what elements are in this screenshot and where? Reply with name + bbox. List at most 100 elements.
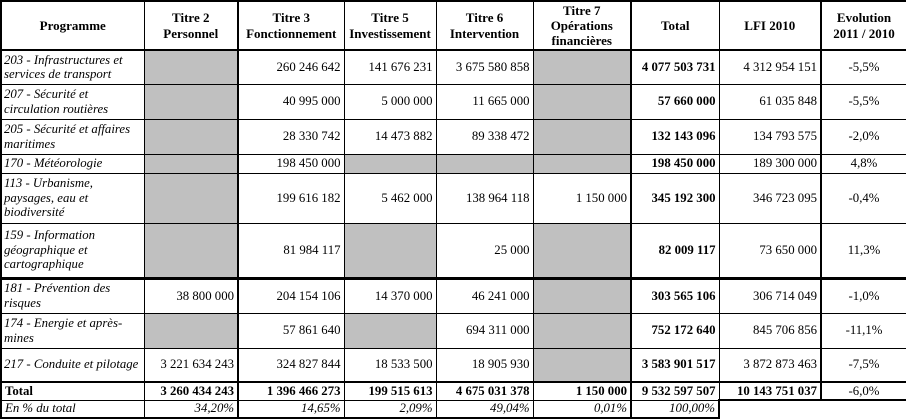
cell-total: 345 192 300 (630, 172, 720, 224)
row-label: 207 - Sécurité et circulation routières (0, 83, 145, 120)
shaded-cell (532, 49, 632, 85)
cell-evolution: -0,4% (820, 172, 906, 224)
shaded-cell (343, 312, 437, 349)
cell-titre3: 1 396 466 273 (237, 381, 345, 401)
cell-titre6: 89 338 472 (435, 118, 534, 155)
shaded-cell (143, 83, 239, 120)
cell-evolution: -5,5% (820, 83, 906, 120)
cell-titre2: 3 221 634 243 (143, 347, 239, 383)
cell-total: 198 450 000 (630, 153, 720, 174)
shaded-cell (532, 153, 632, 174)
row-label: 217 - Conduite et pilotage (0, 347, 145, 383)
cell-total: 57 660 000 (630, 83, 720, 120)
col-header-lfi2010: LFI 2010 (718, 0, 822, 51)
shaded-cell (143, 222, 239, 280)
shaded-cell (532, 312, 632, 349)
cell-titre5: 2,09% (343, 399, 437, 419)
cell-lfi2010: 61 035 848 (718, 83, 822, 120)
cell-titre5: 141 676 231 (343, 49, 437, 85)
row-label: 113 - Urbanisme, paysages, eau et biodiv… (0, 172, 145, 224)
cell-titre3: 199 616 182 (237, 172, 345, 224)
shaded-cell (143, 153, 239, 174)
cell-titre3: 14,65% (237, 399, 345, 419)
shaded-cell (143, 118, 239, 155)
table-row-203: 203 - Infrastructures et services de tra… (0, 49, 906, 85)
cell-total: 82 009 117 (630, 222, 720, 280)
cell-titre7: 1 150 000 (532, 172, 632, 224)
cell-evolution: -2,0% (820, 118, 906, 155)
table-row-205: 205 - Sécurité et affaires maritimes 28 … (0, 118, 906, 155)
cell-titre3: 204 154 106 (237, 277, 345, 314)
cell-lfi2010: 845 706 856 (718, 312, 822, 349)
cell-lfi2010: 3 872 873 463 (718, 347, 822, 383)
cell-total: 3 583 901 517 (630, 347, 720, 383)
cell-evolution: 4,8% (820, 153, 906, 174)
shaded-cell (343, 222, 437, 280)
col-header-programme: Programme (0, 0, 145, 51)
cell-titre6: 46 241 000 (435, 277, 534, 314)
cell-titre5: 14 370 000 (343, 277, 437, 314)
cell-evolution: -11,1% (820, 312, 906, 349)
empty-cell (719, 400, 821, 418)
col-header-titre6: Titre 6 Intervention (435, 0, 534, 51)
col-header-total: Total (630, 0, 720, 51)
cell-titre2: 38 800 000 (143, 277, 239, 314)
cell-evolution: -6,0% (820, 381, 906, 401)
table-row-207: 207 - Sécurité et circulation routières … (0, 83, 906, 120)
cell-titre3: 324 827 844 (237, 347, 345, 383)
cell-titre6: 18 905 930 (435, 347, 534, 383)
percent-row: En % du total 34,20% 14,65% 2,09% 49,04%… (0, 399, 906, 419)
col-header-titre2: Titre 2 Personnel (143, 0, 239, 51)
cell-titre2: 3 260 434 243 (143, 381, 239, 401)
cell-titre7: 1 150 000 (532, 381, 632, 401)
cell-lfi2010: 4 312 954 151 (718, 49, 822, 85)
col-header-titre5: Titre 5 Investissement (343, 0, 437, 51)
shaded-cell (532, 222, 632, 280)
cell-lfi2010: 306 714 049 (718, 277, 822, 314)
cell-titre6: 138 964 118 (435, 172, 534, 224)
col-header-titre7: Titre 7 Opérations financières (532, 0, 632, 51)
cell-total: 4 077 503 731 (630, 49, 720, 85)
cell-titre3: 260 246 642 (237, 49, 345, 85)
shaded-cell (143, 312, 239, 349)
cell-titre5: 5 462 000 (343, 172, 437, 224)
row-label: 205 - Sécurité et affaires maritimes (0, 118, 145, 155)
total-row: Total 3 260 434 243 1 396 466 273 199 51… (0, 381, 906, 401)
shaded-cell (532, 277, 632, 314)
cell-evolution: -7,5% (820, 347, 906, 383)
row-label: 174 - Energie et après-mines (0, 312, 145, 349)
col-header-titre3: Titre 3 Fonctionnement (237, 0, 345, 51)
cell-evolution: -1,0% (820, 277, 906, 314)
table-row-170: 170 - Météorologie 198 450 000 198 450 0… (0, 153, 906, 174)
cell-titre5: 199 515 613 (343, 381, 437, 401)
shaded-cell (532, 118, 632, 155)
cell-titre6: 694 311 000 (435, 312, 534, 349)
table-row-181: 181 - Prévention des risques 38 800 000 … (0, 277, 906, 314)
row-label: 159 - Information géographique et cartog… (0, 222, 145, 280)
empty-cell (821, 400, 906, 418)
total-row-label: Total (0, 381, 145, 401)
table-row-159: 159 - Information géographique et cartog… (0, 222, 906, 280)
row-label: 181 - Prévention des risques (0, 277, 145, 314)
table-row-174: 174 - Energie et après-mines 57 861 640 … (0, 312, 906, 349)
cell-titre5: 18 533 500 (343, 347, 437, 383)
cell-total: 752 172 640 (630, 312, 720, 349)
row-label: 170 - Météorologie (0, 153, 145, 174)
shaded-cell (343, 153, 437, 174)
cell-lfi2010: 10 143 751 037 (718, 381, 822, 401)
cell-titre3: 40 995 000 (237, 83, 345, 120)
cell-titre7: 0,01% (532, 399, 632, 419)
cell-titre5: 14 473 882 (343, 118, 437, 155)
cell-titre3: 57 861 640 (237, 312, 345, 349)
cell-lfi2010: 73 650 000 (718, 222, 822, 280)
cell-titre6: 11 665 000 (435, 83, 534, 120)
col-header-evolution: Evolution 2011 / 2010 (820, 0, 906, 51)
shaded-cell (532, 83, 632, 120)
table-row-113: 113 - Urbanisme, paysages, eau et biodiv… (0, 172, 906, 224)
cell-titre3: 28 330 742 (237, 118, 345, 155)
cell-titre6: 25 000 (435, 222, 534, 280)
cell-total: 100,00% (630, 399, 720, 419)
row-label: 203 - Infrastructures et services de tra… (0, 49, 145, 85)
